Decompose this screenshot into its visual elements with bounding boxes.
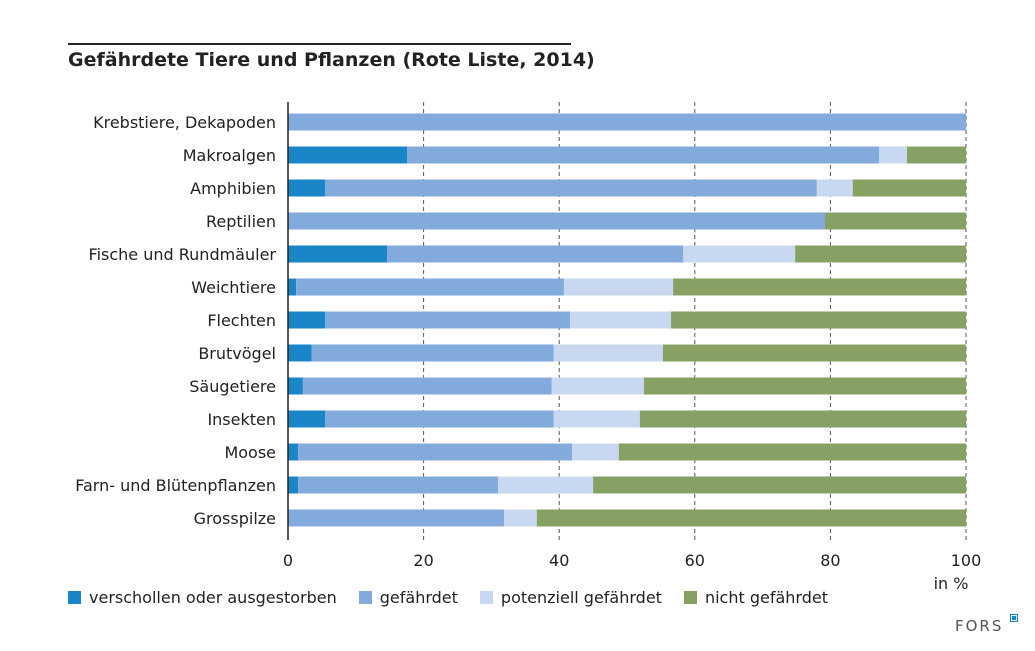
bar-segment — [288, 377, 303, 395]
bar-segment — [325, 410, 554, 428]
category-label: Moose — [224, 443, 276, 462]
bar-segment — [572, 443, 619, 461]
category-label: Amphibien — [190, 179, 276, 198]
legend-swatch — [479, 591, 493, 604]
category-label: Brutvögel — [198, 344, 276, 363]
bar-segment — [536, 509, 966, 527]
bar-segment — [498, 476, 594, 494]
legend-label: nicht gefährdet — [704, 588, 828, 607]
bar-segment — [302, 377, 552, 395]
bar-segment — [673, 278, 966, 296]
logo-square-icon — [1010, 614, 1018, 622]
bar-segment — [683, 245, 796, 263]
category-label: Weichtiere — [191, 278, 276, 297]
bar-segment — [288, 245, 387, 263]
bar-segment — [296, 278, 564, 296]
legend-item: verschollen oder ausgestorben — [68, 588, 337, 607]
category-label: Farn- und Blütenpflanzen — [75, 476, 276, 495]
category-label: Flechten — [207, 311, 276, 330]
category-label: Reptilien — [206, 212, 276, 231]
bar-segment — [795, 245, 966, 263]
bar-segment — [593, 476, 966, 494]
bar-segment — [553, 344, 663, 362]
bar-segment — [311, 344, 554, 362]
bar-segment — [298, 443, 573, 461]
x-axis-label: in % — [934, 574, 969, 593]
bar-segment — [288, 410, 326, 428]
bar-segment — [504, 509, 537, 527]
bar-segment — [288, 443, 299, 461]
bar-segment — [852, 179, 966, 197]
title-rule — [68, 43, 571, 45]
category-label: Makroalgen — [183, 146, 276, 165]
bar-segment — [288, 212, 825, 230]
bar-segment — [288, 278, 297, 296]
bar-segment — [639, 410, 966, 428]
bar-segment — [288, 344, 312, 362]
legend-swatch — [68, 591, 81, 604]
bar-segment — [570, 311, 672, 329]
legend-item: nicht gefährdet — [683, 588, 828, 607]
bar-segment — [662, 344, 966, 362]
legend-item: gefährdet — [358, 588, 458, 607]
legend: verschollen oder ausgestorben gefährdet po… — [68, 588, 828, 607]
bar-segment — [824, 212, 966, 230]
bar-segment — [288, 476, 299, 494]
bar-segment — [671, 311, 966, 329]
bar-segment — [553, 410, 640, 428]
bar-segment — [551, 377, 644, 395]
category-label: Säugetiere — [189, 377, 276, 396]
bar-segment — [288, 311, 326, 329]
bar-segment — [325, 311, 571, 329]
x-tick-label: 100 — [951, 551, 982, 570]
x-tick-label: 20 — [413, 551, 433, 570]
category-label: Krebstiere, Dekapoden — [93, 113, 276, 132]
category-label: Insekten — [207, 410, 276, 429]
legend-swatch — [683, 591, 697, 604]
chart-title: Gefährdete Tiere und Pflanzen (Rote List… — [68, 49, 595, 71]
legend-label: potenziell gefährdet — [500, 588, 662, 607]
bar-segment — [288, 179, 326, 197]
legend-swatch — [358, 591, 372, 604]
legend-label: verschollen oder ausgestorben — [89, 588, 337, 607]
x-tick-label: 0 — [283, 551, 293, 570]
bar-segment — [563, 278, 674, 296]
bar-segment — [288, 113, 966, 131]
bar-segment — [386, 245, 684, 263]
bar-segment — [288, 146, 408, 164]
x-tick-label: 80 — [820, 551, 840, 570]
bar-segment — [618, 443, 966, 461]
category-label: Fische und Rundmäuler — [89, 245, 277, 264]
bar-segment — [816, 179, 853, 197]
legend-label: gefährdet — [379, 588, 458, 607]
x-tick-label: 40 — [549, 551, 569, 570]
bar-segment — [643, 377, 966, 395]
x-tick-label: 60 — [685, 551, 705, 570]
bar-segment — [879, 146, 908, 164]
fors-logo: FORS — [955, 617, 1004, 635]
bar-segment — [325, 179, 817, 197]
bar-segment — [288, 509, 505, 527]
bar-segment — [298, 476, 499, 494]
legend-item: potenziell gefährdet — [479, 588, 662, 607]
category-label: Grosspilze — [194, 509, 276, 528]
bar-segment — [907, 146, 966, 164]
bar-segment — [407, 146, 880, 164]
